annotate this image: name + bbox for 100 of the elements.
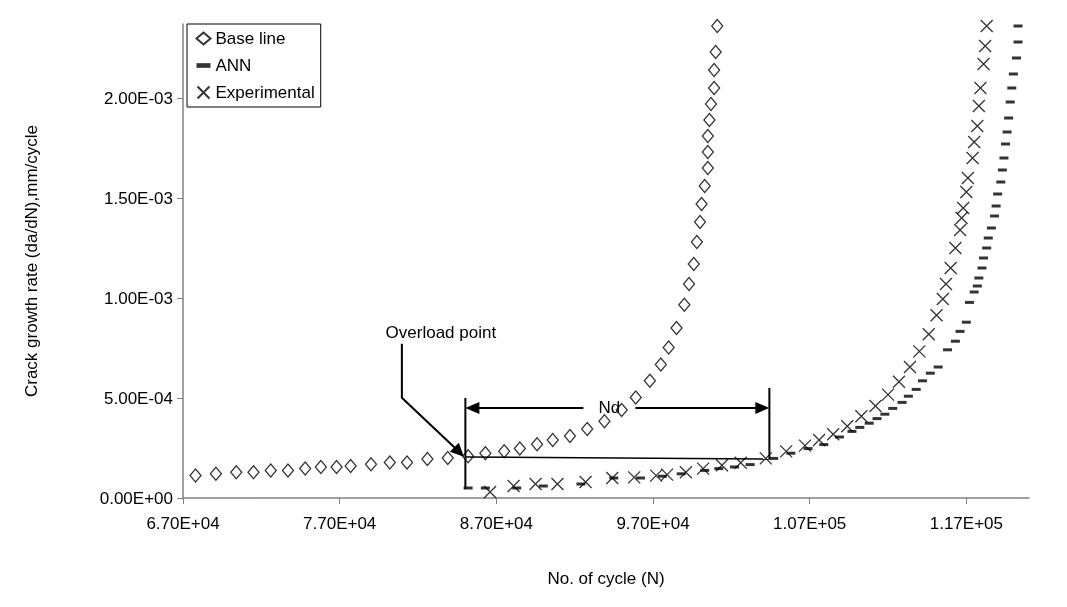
x-tick-label: 6.70E+04 — [146, 514, 220, 533]
legend-label: Base line — [215, 29, 286, 48]
point — [649, 468, 663, 483]
point — [695, 196, 708, 212]
point — [701, 144, 714, 160]
point — [698, 178, 711, 194]
point — [230, 465, 243, 480]
point — [654, 357, 667, 372]
y-tick-label: 1.00E-03 — [104, 288, 173, 308]
point — [868, 399, 883, 413]
x-tick-label: 8.70E+04 — [459, 514, 533, 533]
point — [840, 419, 854, 433]
legend-label: Experimental — [215, 83, 315, 102]
x-tick-label: 1.07E+05 — [773, 514, 847, 533]
point — [709, 44, 722, 60]
point — [970, 119, 984, 133]
point — [660, 467, 674, 482]
point — [627, 470, 641, 485]
point — [364, 457, 378, 472]
annotation: Nd — [598, 398, 621, 418]
point — [826, 427, 840, 441]
point — [330, 459, 343, 475]
point — [922, 327, 936, 341]
point — [605, 471, 619, 485]
point — [696, 461, 710, 476]
point — [715, 458, 729, 472]
point — [682, 276, 696, 292]
point — [944, 261, 958, 275]
y-tick-label: 5.00E-04 — [104, 388, 173, 408]
x-tick-label: 9.70E+04 — [616, 514, 690, 533]
point — [707, 62, 721, 78]
point — [701, 160, 714, 176]
point — [980, 19, 994, 33]
point — [976, 57, 991, 71]
point — [483, 485, 497, 499]
point — [530, 437, 544, 452]
point — [421, 451, 434, 467]
point — [812, 433, 826, 447]
y-tick-label: 0.00E+00 — [99, 488, 173, 508]
point — [550, 477, 565, 491]
point — [912, 344, 926, 359]
point — [314, 459, 328, 475]
point — [662, 340, 675, 355]
point — [299, 461, 312, 476]
point — [400, 455, 414, 470]
point — [383, 455, 396, 470]
point — [513, 441, 526, 456]
point — [693, 214, 707, 230]
y-tick-label: 1.50E-03 — [104, 188, 173, 208]
annotation: Overload point — [385, 323, 497, 343]
point — [690, 234, 704, 250]
point — [936, 292, 950, 306]
point — [701, 128, 714, 144]
point — [528, 477, 543, 491]
point — [498, 444, 511, 459]
point — [903, 360, 917, 374]
point — [546, 432, 559, 448]
point — [939, 277, 953, 291]
point — [264, 463, 277, 478]
point — [972, 99, 986, 113]
point — [344, 458, 357, 474]
x-tick-label: 7.70E+04 — [303, 514, 377, 533]
point — [967, 135, 981, 149]
point — [643, 373, 657, 388]
point — [881, 387, 895, 402]
point — [854, 409, 869, 423]
point — [578, 475, 593, 489]
x-tick-label: 1.17E+05 — [929, 514, 1003, 533]
point — [734, 456, 748, 470]
point — [978, 39, 992, 53]
point — [506, 479, 521, 493]
point — [247, 465, 260, 480]
y-axis-title: Crack growth rate (da/dN),mm/cycle — [22, 124, 41, 398]
y-tick-label: 2.00E-03 — [104, 88, 173, 108]
point — [779, 444, 793, 459]
point — [759, 451, 773, 466]
point — [563, 428, 577, 444]
point — [703, 112, 716, 128]
point — [209, 466, 223, 481]
point — [281, 463, 295, 478]
point — [798, 438, 812, 453]
point — [892, 375, 906, 389]
point — [670, 320, 683, 336]
point — [929, 308, 944, 322]
point — [973, 81, 988, 95]
point — [189, 468, 202, 483]
point — [598, 414, 611, 429]
point — [678, 297, 691, 312]
point — [711, 18, 724, 34]
legend-label: ANN — [215, 56, 252, 75]
x-axis-title: No. of cycle (N) — [547, 569, 665, 588]
point — [948, 241, 963, 255]
point — [965, 151, 980, 165]
point — [687, 256, 700, 272]
point — [707, 80, 721, 96]
point — [679, 465, 693, 479]
point — [441, 450, 454, 466]
point — [581, 421, 594, 437]
point — [629, 390, 642, 405]
point — [704, 96, 718, 112]
